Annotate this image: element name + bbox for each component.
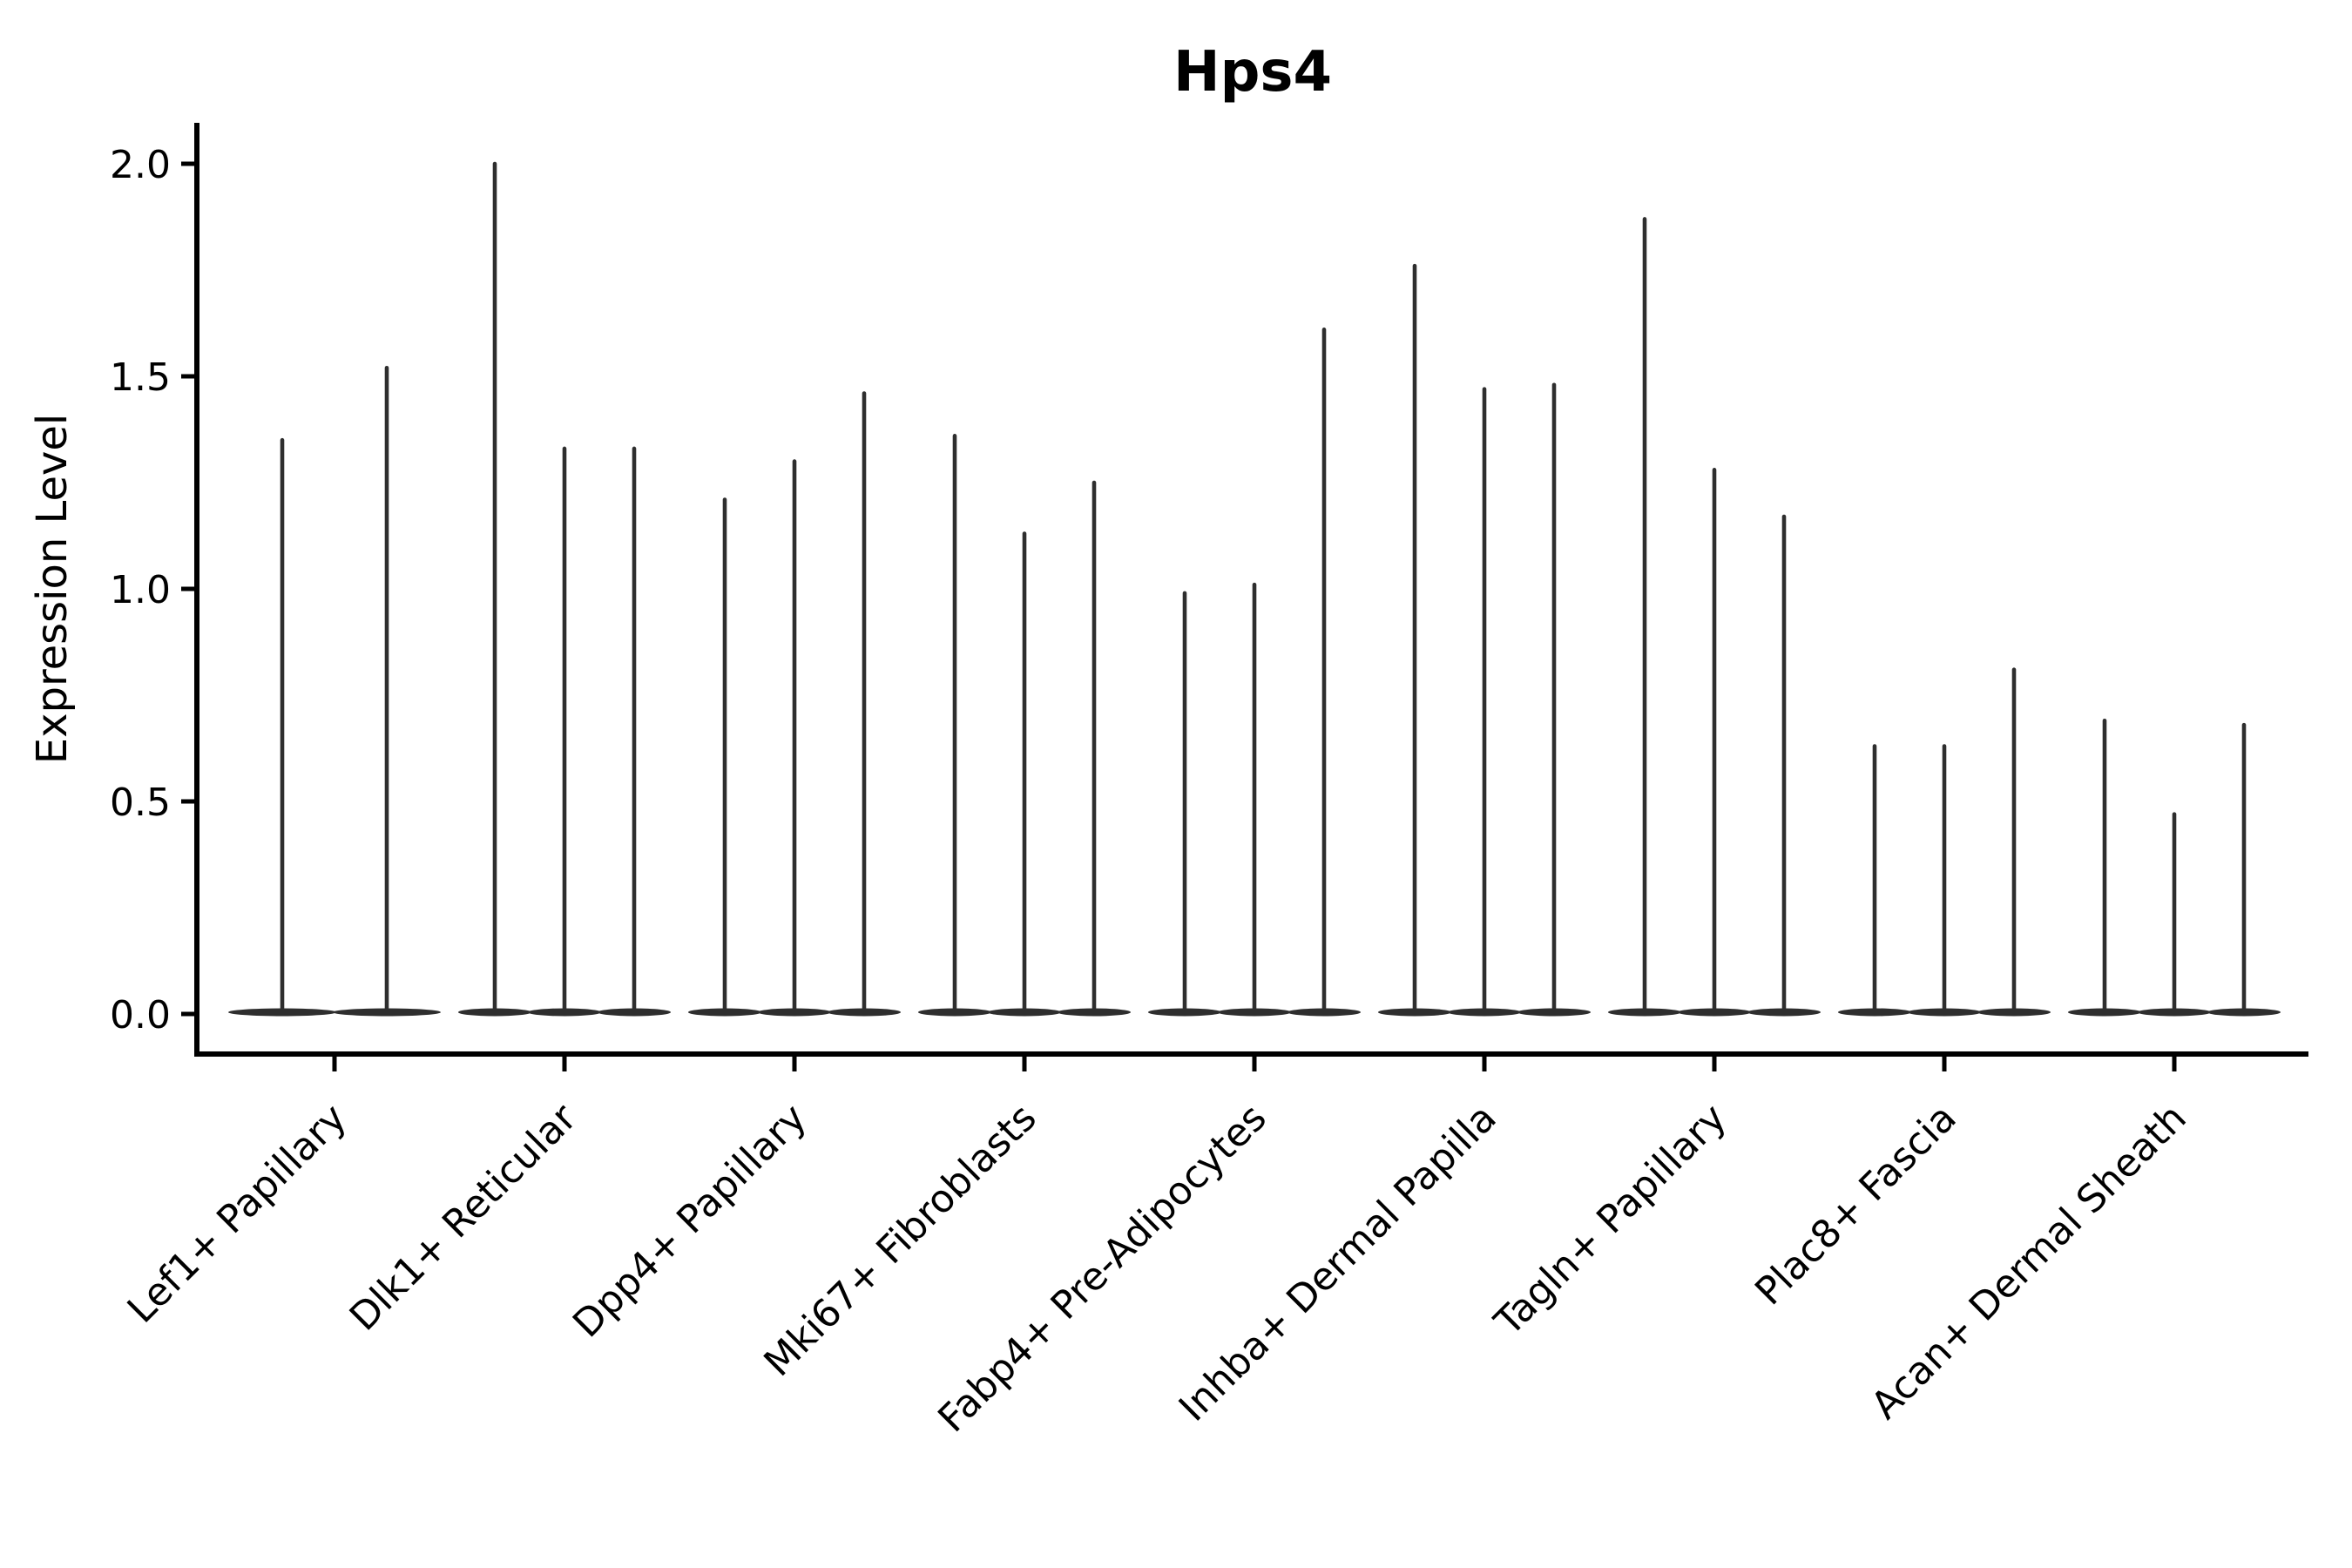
y-tick-label: 0.0 bbox=[110, 993, 171, 1037]
x-tick-label: Dpp4+ Papillary bbox=[564, 1096, 815, 1347]
axes bbox=[194, 123, 2308, 1057]
chart-title: Hps4 bbox=[1173, 40, 1332, 105]
y-tick-label: 0.5 bbox=[110, 781, 171, 825]
x-tick-label: Dlk1+ Reticular bbox=[341, 1095, 586, 1340]
y-axis-label: Expression Level bbox=[28, 414, 77, 765]
y-axis-ticks: 0.0 0.5 1.0 1.5 2.0 bbox=[110, 143, 197, 1037]
x-tick-label: Plac8+ Fascia bbox=[1747, 1096, 1965, 1315]
violin-series bbox=[228, 161, 2281, 1017]
x-axis-ticks bbox=[332, 1054, 2177, 1071]
x-tick-label: Lef1+ Papillary bbox=[119, 1096, 355, 1332]
y-tick-label: 1.0 bbox=[110, 568, 171, 612]
x-tick-label: Tagln+ Papillary bbox=[1486, 1096, 1735, 1345]
y-tick-label: 1.5 bbox=[110, 355, 171, 400]
y-tick-label: 2.0 bbox=[110, 143, 171, 187]
